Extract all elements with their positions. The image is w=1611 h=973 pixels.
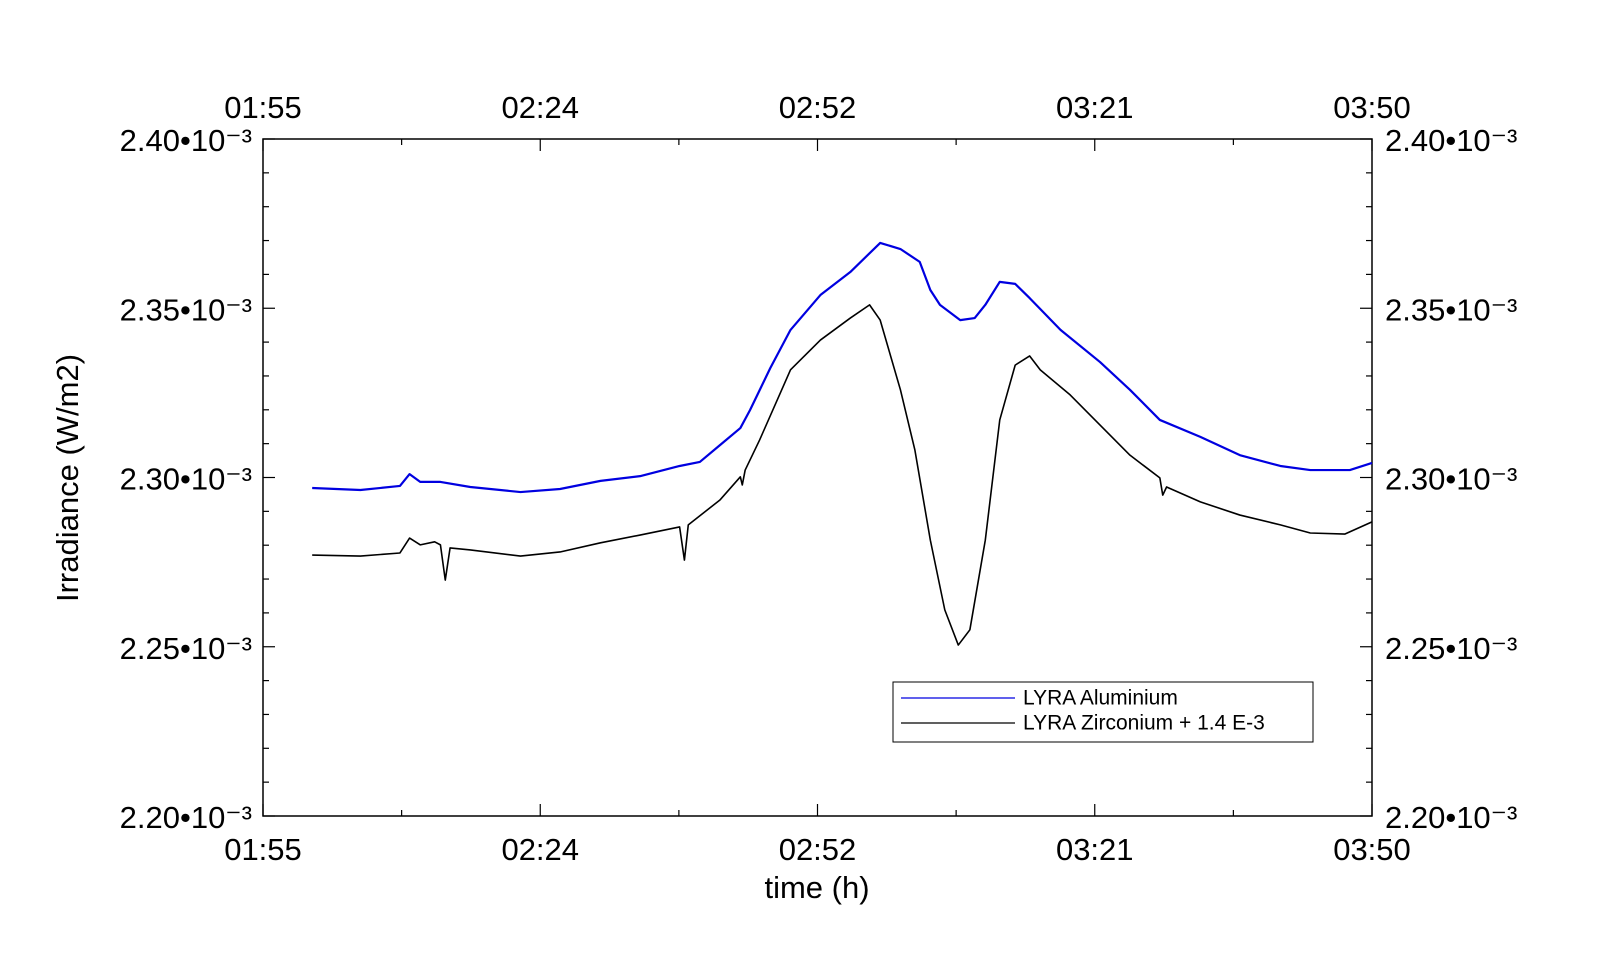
- y-axis-label: Irradiance (W/m2): [50, 354, 85, 602]
- x-tick-label: 02:52: [779, 832, 857, 867]
- x-tick-label-top: 01:55: [224, 90, 302, 125]
- x-tick-label: 03:50: [1333, 832, 1411, 867]
- x-tick-label: 03:21: [1056, 832, 1134, 867]
- series-line: [312, 304, 1373, 646]
- y-tick-label: 2.30•10⁻³: [120, 462, 252, 497]
- x-tick-label-top: 02:52: [779, 90, 857, 125]
- y-tick-label-right: 2.35•10⁻³: [1385, 292, 1517, 327]
- y-tick-label: 2.25•10⁻³: [120, 631, 252, 666]
- legend-label: LYRA Aluminium: [1023, 687, 1178, 710]
- x-tick-label-top: 03:50: [1333, 90, 1411, 125]
- legend-label: LYRA Zirconium + 1.4 E-3: [1023, 712, 1265, 735]
- y-tick-label: 2.40•10⁻³: [120, 123, 252, 158]
- x-tick-label: 01:55: [224, 832, 302, 867]
- y-tick-label-right: 2.20•10⁻³: [1385, 800, 1517, 835]
- x-tick-label-top: 03:21: [1056, 90, 1134, 125]
- series-line: [312, 241, 1373, 494]
- y-tick-label-right: 2.25•10⁻³: [1385, 631, 1517, 666]
- y-tick-label: 2.20•10⁻³: [120, 800, 252, 835]
- x-tick-label: 02:24: [501, 832, 579, 867]
- y-tick-label-right: 2.40•10⁻³: [1385, 123, 1517, 158]
- x-tick-label-top: 02:24: [501, 90, 579, 125]
- legend-box: [892, 681, 1314, 743]
- x-axis-label: time (h): [764, 870, 869, 905]
- y-tick-label: 2.35•10⁻³: [120, 292, 252, 327]
- y-tick-label-right: 2.30•10⁻³: [1385, 462, 1517, 497]
